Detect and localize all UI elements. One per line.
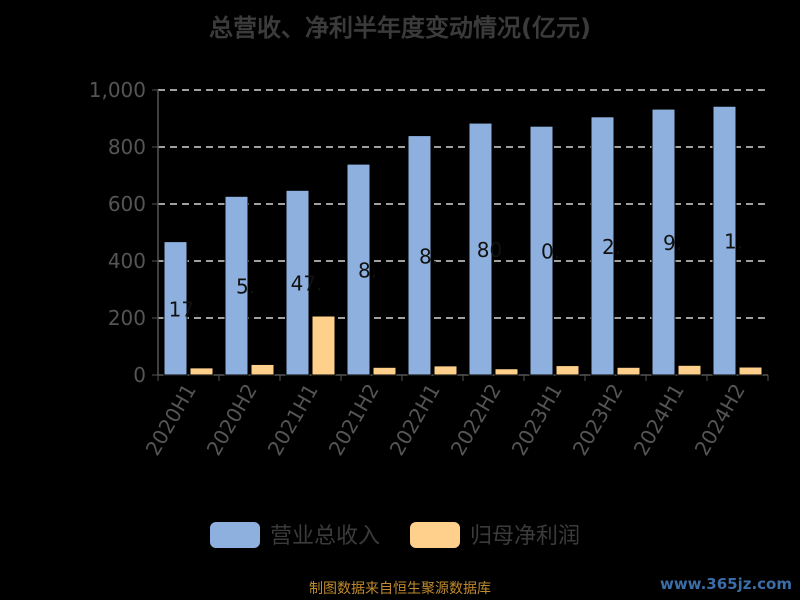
legend-label: 营业总收入	[270, 524, 380, 549]
y-tick-label: 400	[108, 249, 146, 273]
profit-bar	[433, 365, 458, 376]
profit-bar	[555, 365, 580, 376]
x-tick-label: 2022H2	[446, 380, 506, 460]
revenue-bar	[407, 135, 432, 376]
x-tick-label: 2023H1	[507, 380, 567, 460]
profit-bar	[616, 366, 641, 376]
source-note: 制图数据来自恒生聚源数据库	[309, 581, 491, 597]
profit-bar	[250, 363, 275, 376]
x-tick-label: 2023H2	[568, 380, 628, 460]
x-tick-label: 2020H1	[141, 380, 201, 460]
x-tick-label: 2020H2	[202, 380, 262, 460]
revenue-bar	[285, 189, 310, 376]
revenue-bar	[224, 195, 249, 376]
watermark: www.365jz.com	[659, 575, 792, 593]
chart-title: 总营收、净利半年度变动情况(亿元)	[209, 14, 591, 42]
revenue-bar	[529, 125, 554, 376]
legend-swatch	[210, 522, 260, 548]
x-tick-label: 2024H2	[690, 380, 750, 460]
y-tick-label: 200	[108, 306, 146, 330]
revenue-data-label: 47.	[291, 272, 323, 296]
revenue-bar	[651, 108, 676, 376]
revenue-bar	[712, 105, 737, 376]
revenue-data-label: 8.	[358, 259, 377, 283]
profit-bar	[372, 366, 397, 376]
revenue-data-label: 8.	[419, 244, 438, 268]
y-tick-label: 1,000	[89, 78, 146, 102]
x-tick-label: 2022H1	[385, 380, 445, 460]
y-tick-label: 800	[108, 135, 146, 159]
revenue-bar	[590, 116, 615, 376]
profit-bar	[189, 367, 214, 376]
y-tick-label: 600	[108, 192, 146, 216]
revenue-data-label: 80	[477, 238, 502, 262]
profit-bar	[738, 366, 763, 376]
x-tick-label: 2024H1	[629, 380, 689, 460]
x-tick-label: 2021H1	[263, 380, 323, 460]
profit-bar	[311, 315, 336, 376]
profit-bar	[494, 368, 519, 376]
revenue-bar	[468, 122, 493, 376]
revenue-data-label: 9.	[663, 231, 682, 255]
profit-bar	[677, 364, 702, 376]
x-tick-label: 2021H2	[324, 380, 384, 460]
revenue-bar	[346, 163, 371, 376]
revenue-data-label: 0.	[541, 240, 560, 264]
legend-label: 归母净利润	[470, 524, 580, 549]
revenue-bar	[163, 241, 188, 376]
revenue-data-label: 1.	[724, 230, 743, 254]
revenue-data-label: 17.	[169, 297, 201, 321]
revenue-data-label: 5.	[236, 275, 255, 299]
legend-swatch	[410, 522, 460, 548]
y-tick-label: 0	[133, 363, 146, 387]
revenue-data-label: 2.	[602, 235, 621, 259]
